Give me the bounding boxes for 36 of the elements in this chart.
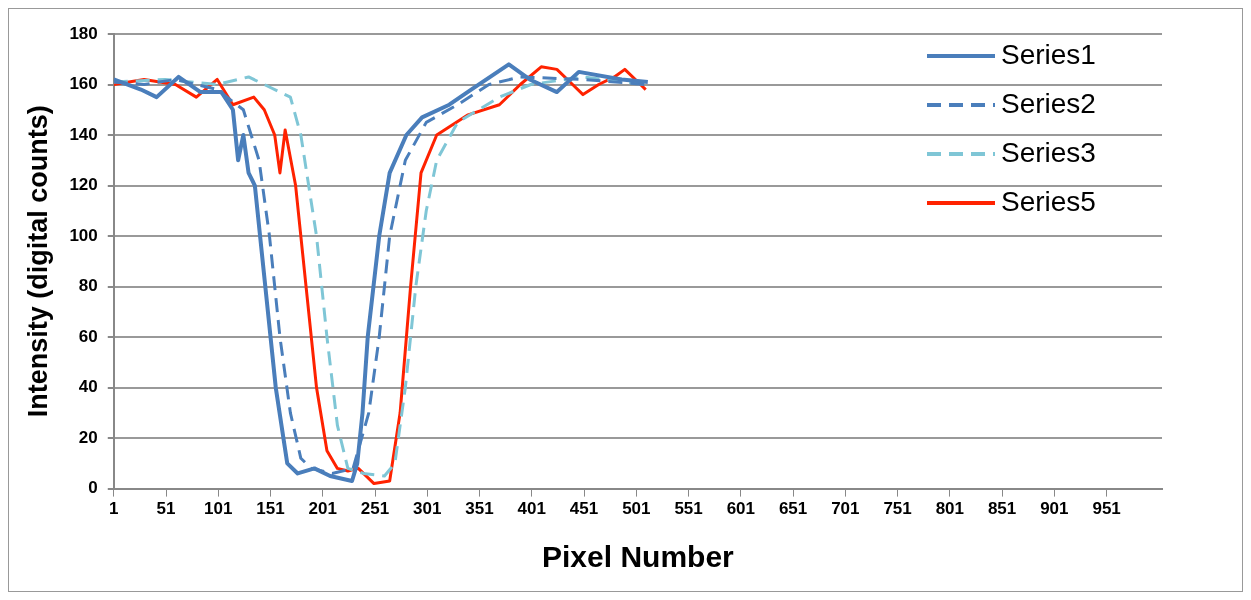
x-tick-label: 151: [256, 499, 285, 519]
x-tick-label: 851: [987, 499, 1017, 519]
x-tick-label: 601: [726, 499, 756, 519]
legend-label: Series1: [1001, 38, 1096, 70]
legend-label: Series2: [1001, 87, 1096, 119]
legend-label: Series5: [1001, 185, 1096, 217]
x-tick-label: 551: [674, 499, 703, 519]
x-tick-label: 451: [569, 499, 599, 519]
x-tick-label: 51: [156, 499, 176, 519]
y-tick-label: 80: [78, 276, 98, 296]
y-tick-label: 0: [88, 478, 98, 498]
legend-label: Series3: [1001, 136, 1096, 168]
x-tick-label: 101: [204, 499, 233, 519]
x-tick-label: 901: [1040, 499, 1069, 519]
y-tick-label: 140: [69, 124, 98, 144]
y-tick-label: 120: [69, 175, 98, 195]
x-tick-label: 951: [1092, 499, 1121, 519]
x-tick-label: 651: [778, 499, 808, 519]
x-tick-label: 751: [883, 499, 912, 519]
y-tick-label: 60: [78, 326, 98, 346]
y-tick-label: 180: [69, 23, 98, 43]
x-tick-label: 351: [465, 499, 494, 519]
x-tick-label: 701: [831, 499, 860, 519]
x-tick-label: 251: [360, 499, 390, 519]
y-tick-label: 40: [78, 377, 98, 397]
x-tick-label: 1: [109, 499, 119, 519]
x-tick-label: 301: [413, 499, 442, 519]
x-tick-label: 401: [517, 499, 546, 519]
y-tick-label: 20: [78, 427, 98, 447]
y-axis-title: Intensity (digital counts): [22, 105, 53, 418]
x-tick-label: 501: [622, 499, 651, 519]
y-tick-label: 160: [69, 74, 98, 94]
x-axis-title: Pixel Number: [542, 540, 735, 574]
y-tick-label: 100: [69, 225, 98, 245]
x-tick-label: 201: [308, 499, 337, 519]
x-tick-label: 801: [935, 499, 965, 519]
